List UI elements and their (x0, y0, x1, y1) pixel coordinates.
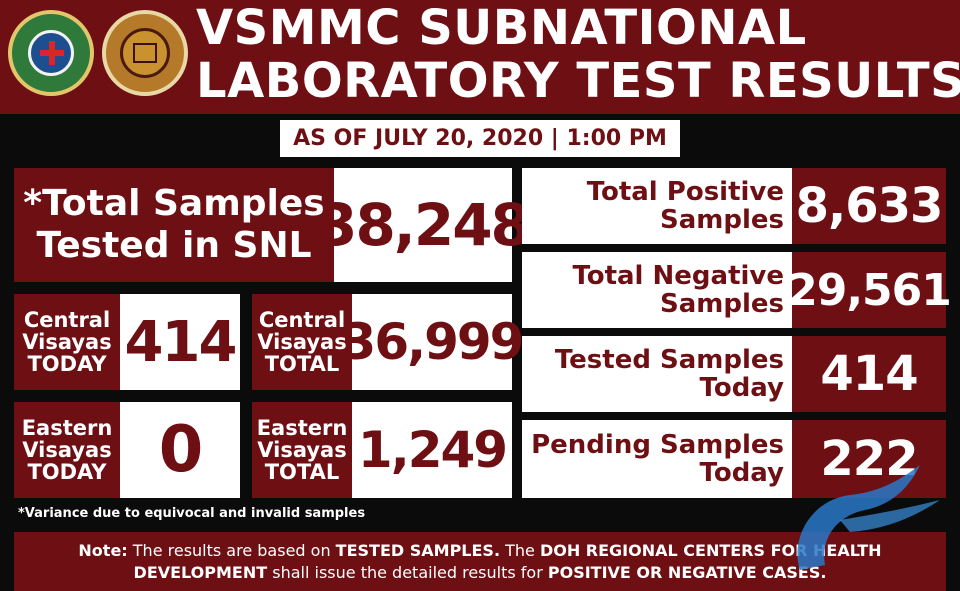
total-samples-label: *Total Samples Tested in SNL (14, 168, 334, 282)
note-tested-samples: TESTED SAMPLES. (335, 541, 501, 560)
note-cases: POSITIVE OR NEGATIVE CASES. (547, 563, 827, 582)
title-line-1: VSMMC SUBNATIONAL (196, 0, 807, 56)
vsmmc-seal-logo (102, 10, 188, 96)
eastern-visayas-total-label: Eastern Visayas TOTAL (252, 402, 352, 498)
tested-today-value: 414 (792, 336, 946, 412)
variance-footnote: *Variance due to equivocal and invalid s… (18, 506, 366, 521)
pending-today-label: Pending Samples Today (522, 420, 792, 498)
total-samples-value: 38,248 (317, 168, 531, 282)
date-bar: AS OF JULY 20, 2020 | 1:00 PM (280, 120, 680, 157)
tested-today-label: Tested Samples Today (522, 336, 792, 412)
eastern-visayas-today-value: 0 (120, 402, 240, 498)
note-text-3: shall issue the detailed results for (267, 563, 548, 582)
note-development: DEVELOPMENT (133, 563, 268, 582)
total-positive-label: Total Positive Samples (522, 168, 792, 244)
eastern-visayas-total-value: 1,249 (352, 402, 512, 498)
header-banner: VSMMC SUBNATIONAL LABORATORY TEST RESULT… (0, 0, 960, 114)
title-line-2: LABORATORY TEST RESULTS (196, 53, 960, 109)
page-title: VSMMC SUBNATIONAL LABORATORY TEST RESULT… (196, 0, 960, 109)
central-visayas-total-label: Central Visayas TOTAL (252, 294, 352, 390)
eastern-visayas-today-label: Eastern Visayas TODAY (14, 402, 120, 498)
central-visayas-today-value: 414 (120, 294, 240, 390)
central-visayas-total-value: 36,999 (342, 294, 524, 390)
note-doh-centers: DOH REGIONAL CENTERS FOR HEALTH (539, 541, 882, 560)
note-box: Note: The results are based on TESTED SA… (14, 532, 946, 591)
central-visayas-today-label: Central Visayas TODAY (14, 294, 120, 390)
total-positive-value: 8,633 (792, 168, 946, 244)
pending-today-value: 222 (792, 420, 946, 498)
doh-seal-logo (8, 10, 94, 96)
note-text-1: The results are based on (127, 541, 336, 560)
total-negative-value: 29,561 (787, 252, 952, 328)
note-text-2: The (500, 541, 540, 560)
total-negative-label: Total Negative Samples (522, 252, 792, 328)
note-prefix: Note: (78, 541, 128, 560)
